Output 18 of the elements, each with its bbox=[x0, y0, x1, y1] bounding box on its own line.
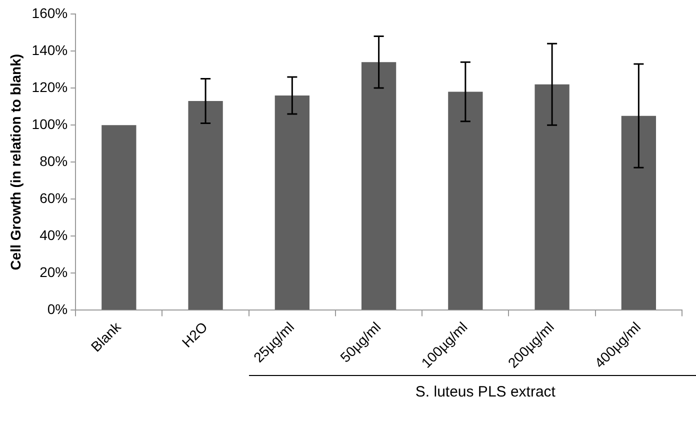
bar bbox=[102, 125, 136, 310]
bar bbox=[448, 92, 483, 310]
y-axis-title: Cell Growth (in relation to blank) bbox=[7, 54, 24, 270]
bar bbox=[361, 62, 396, 310]
y-tick-label: 140% bbox=[32, 42, 68, 58]
y-tick-label: 120% bbox=[32, 78, 68, 95]
y-tick-label: 80% bbox=[40, 152, 68, 169]
bar bbox=[188, 101, 223, 310]
y-tick-label: 20% bbox=[40, 264, 68, 280]
text: S. luteus PLS extract bbox=[415, 384, 556, 401]
y-tick-label: 60% bbox=[40, 190, 68, 206]
y-tick-label: 40% bbox=[40, 227, 68, 244]
bar bbox=[274, 95, 310, 310]
y-tick-label: 160% bbox=[32, 4, 68, 21]
bar bbox=[621, 116, 656, 310]
y-tick-label: 0% bbox=[47, 301, 68, 318]
y-tick-label: 100% bbox=[32, 116, 68, 132]
bar bbox=[534, 84, 570, 310]
